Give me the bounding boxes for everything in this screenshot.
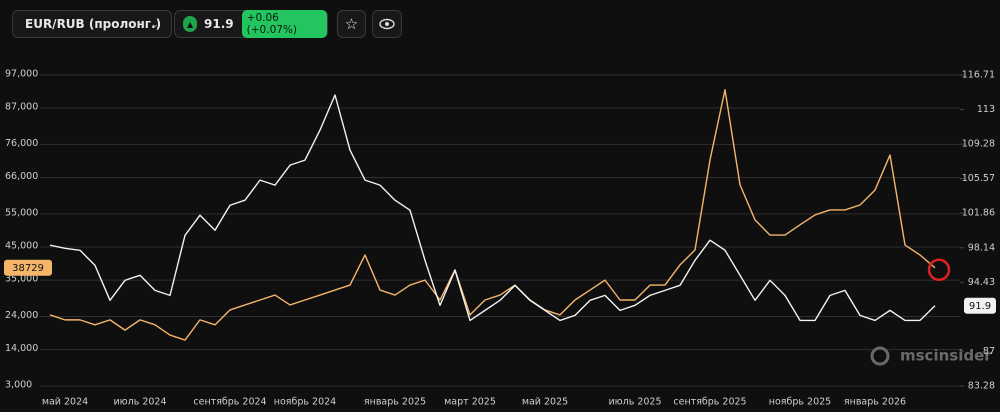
series-line (49, 94, 936, 322)
y-tick-label: 97,000 (5, 68, 38, 79)
y2-tick-label: 109.28 (962, 139, 995, 150)
last-value-badge (4, 259, 52, 276)
eye-icon (379, 18, 395, 30)
watch-button[interactable] (372, 10, 402, 38)
price-box: ▲ 91.9 +0.06 (+0.07%) (174, 10, 328, 38)
series-line (49, 89, 936, 341)
y2-tick-label: 94.43 (968, 277, 995, 288)
y2-tick-label: 113 (977, 104, 995, 115)
y2-tick-label: 98.14 (968, 242, 995, 253)
y-tick-label: 45,000 (5, 241, 38, 252)
symbol: EUR/RUB (пролонг.) (25, 17, 162, 31)
watermark: mscinsider (900, 347, 992, 365)
x-tick-label: январь 2026 (844, 397, 906, 408)
watermark-logo (870, 346, 890, 366)
last-value-badge (964, 297, 996, 314)
x-tick-label: июль 2024 (113, 397, 166, 408)
chevron: ⌄ (150, 18, 159, 30)
y-tick-label: 14,000 (5, 343, 38, 354)
highlight-circle (927, 258, 951, 282)
y-tick-label: 55,000 (5, 207, 38, 218)
favorite-button[interactable]: ☆ (337, 10, 366, 38)
x-tick-label: январь 2025 (364, 397, 426, 408)
change: +0.06 (+0.07%) (241, 10, 327, 38)
x-tick-label: сентябрь 2025 (673, 397, 746, 408)
last-value-label: 91.9 (969, 301, 991, 312)
y-tick-label: 24,000 (5, 310, 38, 321)
y2-tick-label: 83.28 (968, 380, 995, 391)
price: 91.9 (204, 17, 234, 31)
y2-tick-label: 105.57 (962, 173, 995, 184)
x-tick-label: июль 2025 (608, 397, 661, 408)
y-tick-label: 87,000 (5, 101, 38, 112)
y-tick-label: 35,000 (5, 274, 38, 285)
x-tick-label: ноябрь 2025 (769, 397, 831, 408)
up-icon: ▲ (183, 16, 198, 32)
x-tick-label: май 2025 (522, 397, 568, 408)
y-tick-label: 3,000 (5, 380, 32, 391)
y2-tick-label: 116.71 (962, 70, 995, 81)
y2-tick-label: 87 (983, 346, 995, 357)
last-value-label: 38729 (12, 263, 44, 274)
y-tick-label: 76,000 (5, 138, 38, 149)
symbol-selector[interactable]: EUR/RUB (пролонг.) ⌄ (12, 10, 172, 38)
x-tick-label: сентябрь 2024 (193, 397, 266, 408)
y-tick-label: 66,000 (5, 171, 38, 182)
x-tick-label: март 2025 (444, 397, 496, 408)
x-tick-label: май 2024 (42, 397, 88, 408)
y2-tick-label: 101.86 (962, 208, 995, 219)
x-tick-label: ноябрь 2024 (274, 397, 336, 408)
